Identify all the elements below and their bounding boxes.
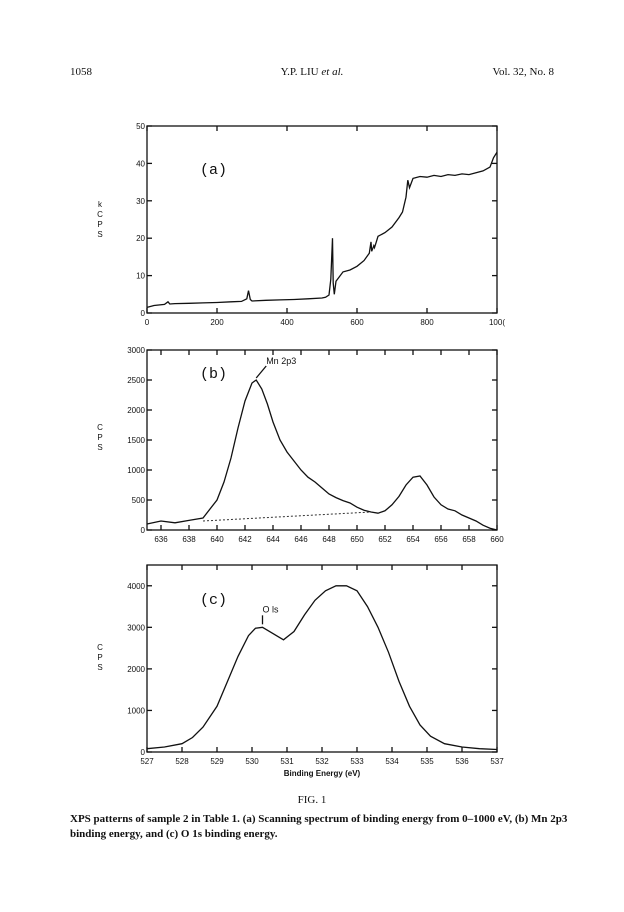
y-tick-label: 2000	[127, 406, 145, 415]
x-tick-label: 644	[266, 535, 280, 544]
x-tick-label: 648	[322, 535, 336, 544]
x-tick-label: 642	[238, 535, 252, 544]
x-tick-label: 534	[385, 757, 399, 766]
peak-leader	[255, 365, 267, 379]
spectrum-line	[146, 379, 498, 531]
x-tick-label: 400	[280, 318, 294, 327]
x-tick-label: 646	[294, 535, 308, 544]
y-tick-label: 0	[141, 309, 146, 318]
x-tick-label: 200	[210, 318, 224, 327]
y-axis-label-char: P	[97, 653, 102, 662]
y-axis-label-char: S	[97, 443, 102, 452]
x-tick-label: 528	[175, 757, 189, 766]
x-tick-label: 658	[462, 535, 476, 544]
x-tick-label: 652	[378, 535, 392, 544]
y-tick-label: 3000	[127, 346, 145, 355]
y-axis-label-char: k	[98, 200, 103, 209]
plot-frame	[146, 125, 498, 314]
x-tick-label: 100(	[489, 318, 505, 327]
x-tick-label: 640	[210, 535, 224, 544]
x-tick-label: 532	[315, 757, 329, 766]
y-axis-label-char: C	[97, 643, 103, 652]
x-tick-label: 529	[210, 757, 224, 766]
x-tick-label: 0	[145, 318, 150, 327]
y-axis-label-char: C	[97, 210, 103, 219]
y-tick-label: 0	[141, 526, 146, 535]
x-tick-label: 654	[406, 535, 420, 544]
y-tick-label: 2500	[127, 376, 145, 385]
y-axis-label-char: C	[97, 423, 103, 432]
x-tick-label: 656	[434, 535, 448, 544]
y-tick-label: 30	[136, 197, 145, 206]
running-author: Y.P. LIU et al.	[0, 66, 624, 78]
y-tick-label: 0	[141, 748, 146, 757]
y-tick-label: 20	[136, 234, 145, 243]
panel-label: (c)	[200, 592, 227, 609]
x-tick-label: 800	[420, 318, 434, 327]
spectrum-line	[146, 151, 498, 309]
x-tick-label: 533	[350, 757, 364, 766]
x-tick-label: 535	[420, 757, 434, 766]
y-tick-label: 10	[136, 272, 145, 281]
panel-label: (a)	[200, 162, 227, 179]
x-tick-label: 537	[490, 757, 504, 766]
panel-label: (b)	[200, 366, 227, 383]
x-tick-label: 600	[350, 318, 364, 327]
x-tick-label: 660	[490, 535, 504, 544]
author-suffix: et al.	[321, 66, 344, 78]
x-tick-label: 536	[455, 757, 469, 766]
x-axis-title: Binding Energy (eV)	[284, 769, 361, 778]
y-tick-label: 1500	[127, 436, 145, 445]
figure-caption: XPS patterns of sample 2 in Table 1. (a)…	[70, 813, 568, 840]
y-tick-label: 50	[136, 122, 145, 131]
y-axis-label-char: P	[97, 220, 102, 229]
y-tick-label: 500	[132, 496, 146, 505]
background-baseline	[202, 511, 372, 522]
x-tick-label: 531	[280, 757, 294, 766]
y-tick-label: 3000	[127, 623, 145, 632]
x-tick-label: 530	[245, 757, 259, 766]
chart-panel-2: 0 500 1000 1500 2000 2500 3000 636 638 640 642 644 6…	[97, 346, 504, 544]
y-tick-label: 1000	[127, 466, 145, 475]
spectrum-line	[146, 585, 498, 751]
y-axis-label-char: S	[97, 663, 102, 672]
y-tick-label: 40	[136, 159, 145, 168]
y-tick-label: 1000	[127, 706, 145, 715]
y-axis-label-char: P	[97, 433, 102, 442]
chart-panel-3: 0 1000 2000 3000 4000 527 528 529 530 531 532 533 53…	[97, 564, 504, 778]
peak-label: O ls	[262, 604, 279, 614]
x-tick-label: 636	[154, 535, 168, 544]
y-axis-label-char: S	[97, 230, 102, 239]
x-tick-label: 638	[182, 535, 196, 544]
x-tick-label: 527	[140, 757, 154, 766]
author-name: Y.P. LIU	[280, 66, 319, 78]
y-tick-label: 2000	[127, 665, 145, 674]
peak-label: Mn 2p3	[266, 356, 296, 366]
page-header: 1058 Y.P. LIU et al. Vol. 32, No. 8	[0, 66, 624, 82]
page-number: 1058	[70, 66, 92, 78]
x-tick-label: 650	[350, 535, 364, 544]
figure-label: FIG. 1	[297, 794, 327, 806]
y-tick-label: 4000	[127, 582, 145, 591]
volume-info: Vol. 32, No. 8	[492, 66, 554, 78]
